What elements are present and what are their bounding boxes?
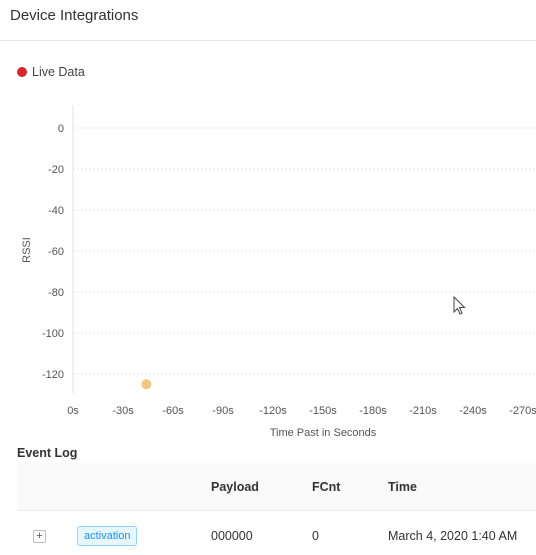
y-tick-label: -80 (48, 287, 64, 299)
chart-grid (72, 105, 536, 393)
y-tick-label: -120 (42, 369, 64, 381)
page-title: Device Integrations (10, 7, 139, 24)
payload-cell: 000000 (211, 529, 253, 543)
x-tick-label: -60s (162, 405, 184, 417)
y-tick-label: -60 (48, 246, 64, 258)
x-tick-label: 0s (67, 405, 79, 417)
x-tick-label: -240s (459, 405, 487, 417)
page-header: Device Integrations (0, 0, 536, 41)
event-type-tag: activation (77, 526, 138, 546)
mouse-pointer-icon (453, 296, 466, 315)
x-tick-label: -180s (359, 405, 387, 417)
live-data-indicator: Live Data (17, 65, 85, 79)
column-header-fcnt: FCnt (312, 480, 341, 494)
x-tick-label: -270s (509, 405, 536, 417)
time-cell: March 4, 2020 1:40 AM (388, 529, 518, 543)
x-axis-label: Time Past in Seconds (270, 427, 377, 439)
x-tick-label: -210s (409, 405, 437, 417)
column-header-payload: Payload (211, 480, 259, 494)
x-tick-label: -150s (309, 405, 337, 417)
column-header-time: Time (388, 480, 417, 494)
table-row: + activation 000000 0 March 4, 2020 1:40… (17, 511, 536, 555)
y-axis-ticks: 0 -20 -40 -60 -80 -100 -120 (42, 123, 64, 381)
y-tick-label: -40 (48, 205, 64, 217)
expand-row-button[interactable]: + (33, 530, 46, 543)
live-status-dot-icon (17, 67, 27, 77)
live-data-label: Live Data (32, 65, 85, 79)
event-log-table: Payload FCnt Time + activation 000000 0 … (17, 463, 536, 555)
data-point (141, 379, 152, 390)
y-axis-label: RSSI (21, 237, 33, 263)
x-axis-ticks: 0s -30s -60s -90s -120s -150s -180s -210s -240s -… (67, 405, 536, 417)
chart-points (141, 379, 152, 390)
y-tick-label: -100 (42, 328, 64, 340)
x-tick-label: -90s (212, 405, 234, 417)
rssi-chart: 0 -20 -40 -60 -80 -100 -120 0s -30s -60s -90s -120… (21, 105, 536, 439)
x-tick-label: -30s (112, 405, 134, 417)
y-tick-label: -20 (48, 164, 64, 176)
y-tick-label: 0 (58, 123, 64, 135)
fcnt-cell: 0 (312, 529, 319, 543)
event-log-title: Event Log (17, 446, 78, 460)
table-header: Payload FCnt Time (17, 463, 536, 511)
x-tick-label: -120s (259, 405, 287, 417)
